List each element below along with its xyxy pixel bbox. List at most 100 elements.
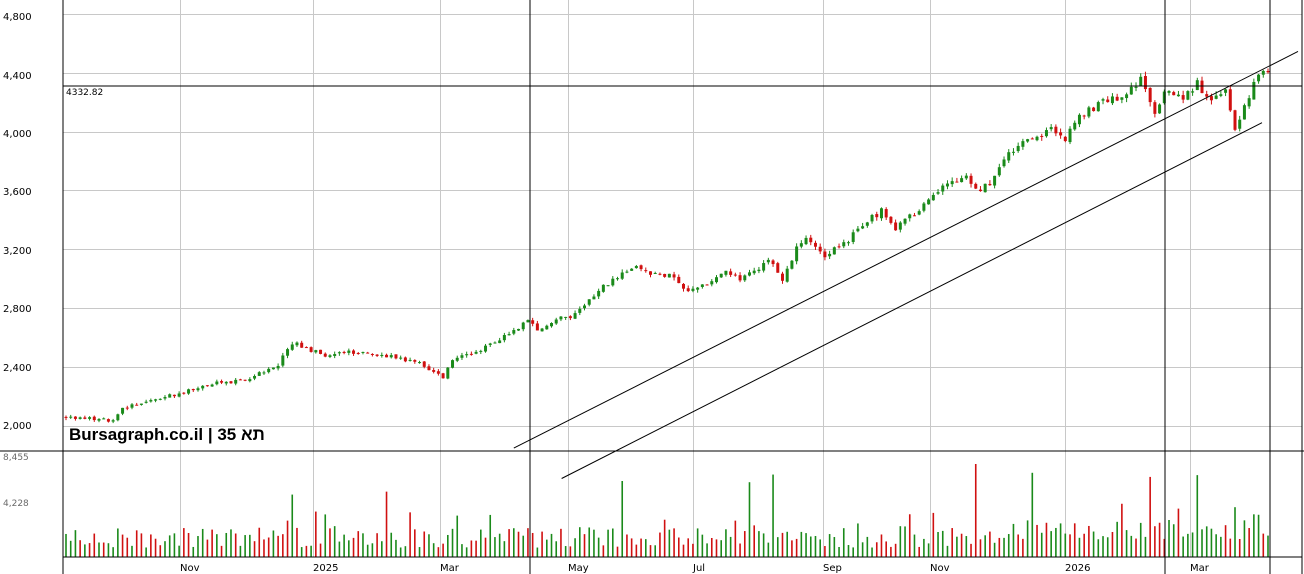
candle-body <box>92 416 96 421</box>
candle-body <box>630 268 634 271</box>
candle-body <box>846 242 850 244</box>
candle-body <box>1257 74 1261 82</box>
candle-body <box>696 287 700 290</box>
trend-channel <box>513 51 1299 479</box>
candle-body <box>460 355 464 358</box>
candle-body <box>950 181 954 185</box>
candle-body <box>1016 145 1020 152</box>
candle-body <box>422 361 426 367</box>
candle-body <box>785 268 789 282</box>
candle-body <box>267 368 271 373</box>
candle-body <box>488 343 492 345</box>
candle-body <box>432 370 436 372</box>
candle-body <box>733 274 737 276</box>
candle-body <box>705 284 709 286</box>
candle-body <box>1134 86 1138 88</box>
candle-body <box>262 372 266 374</box>
candle-body <box>1261 70 1265 75</box>
candle-body <box>455 357 459 361</box>
candle-body <box>403 357 407 362</box>
candle-body <box>290 344 294 350</box>
candle-body <box>182 392 186 394</box>
candle-body <box>446 367 450 379</box>
candle-body <box>663 273 667 277</box>
candle-body <box>286 349 290 356</box>
candle-body <box>1120 97 1124 100</box>
candle-body <box>1167 90 1171 93</box>
candle-body <box>658 273 662 275</box>
candle-body <box>1238 119 1242 129</box>
candle-body <box>399 357 403 359</box>
candle-body <box>1035 136 1039 141</box>
candle-body <box>1228 89 1232 111</box>
candle-body <box>1096 102 1100 112</box>
candle-body <box>1092 107 1096 112</box>
candle-body <box>832 247 836 255</box>
candle-body <box>677 276 681 284</box>
y-tick-label: 4,400 <box>3 71 32 82</box>
candle-body <box>672 274 676 278</box>
candle-body <box>102 418 106 420</box>
candle-body <box>201 385 205 389</box>
candle-body <box>220 381 224 383</box>
candle-body <box>300 342 304 348</box>
candle-body <box>196 388 200 391</box>
candle-body <box>436 371 440 374</box>
candle-body <box>328 355 332 357</box>
candle-body <box>601 284 605 292</box>
x-tick-label: Nov <box>930 563 950 574</box>
candle-body <box>168 394 172 398</box>
candle-body <box>644 270 648 272</box>
candle-body <box>997 167 1001 176</box>
candle-body <box>309 347 313 352</box>
candle-body <box>616 278 620 280</box>
candle-body <box>667 273 671 278</box>
candle-body <box>908 214 912 219</box>
x-tick-label: Jul <box>692 563 705 574</box>
candle-body <box>828 253 832 257</box>
candle-body <box>964 175 968 179</box>
candle-body <box>865 222 869 226</box>
candle-body <box>743 275 747 281</box>
candle-body <box>1044 130 1048 137</box>
candle-body <box>1143 76 1147 90</box>
candle-body <box>361 351 365 353</box>
candle-body <box>550 323 554 327</box>
candle-body <box>88 417 92 419</box>
candle-body <box>945 183 949 187</box>
channel-upper-line <box>513 51 1299 449</box>
x-tick-label: Sep <box>823 563 842 574</box>
candle-body <box>135 404 139 406</box>
candle-body <box>837 246 841 248</box>
y-tick-label: 4,800 <box>3 12 32 23</box>
candle-body <box>451 360 455 368</box>
candle-body <box>144 401 148 403</box>
candle-body <box>917 211 921 215</box>
candle-body <box>804 237 808 245</box>
candle-body <box>540 328 544 332</box>
y-tick-label: 4,000 <box>3 129 32 140</box>
candle-body <box>1148 87 1152 103</box>
candle-body <box>1002 159 1006 167</box>
candle-body <box>111 420 115 422</box>
candle-body <box>1077 114 1081 125</box>
candle-body <box>1153 102 1157 114</box>
candle-body <box>1195 80 1199 91</box>
candle-body <box>681 283 685 289</box>
candle-body <box>479 350 483 352</box>
candle-body <box>771 260 775 265</box>
candle-body <box>1049 127 1053 130</box>
candle-body <box>719 273 723 278</box>
candle-body <box>776 263 780 273</box>
candle-body <box>795 246 799 262</box>
candle-body <box>620 272 624 279</box>
candle-body <box>356 353 360 355</box>
candle-body <box>1252 81 1256 100</box>
x-tick-label: Nov <box>180 563 200 574</box>
candle-body <box>752 270 756 274</box>
candle-body <box>597 290 601 297</box>
candle-body <box>710 281 714 285</box>
y-tick-label: 2,000 <box>3 421 32 432</box>
candle-body <box>1162 91 1166 104</box>
